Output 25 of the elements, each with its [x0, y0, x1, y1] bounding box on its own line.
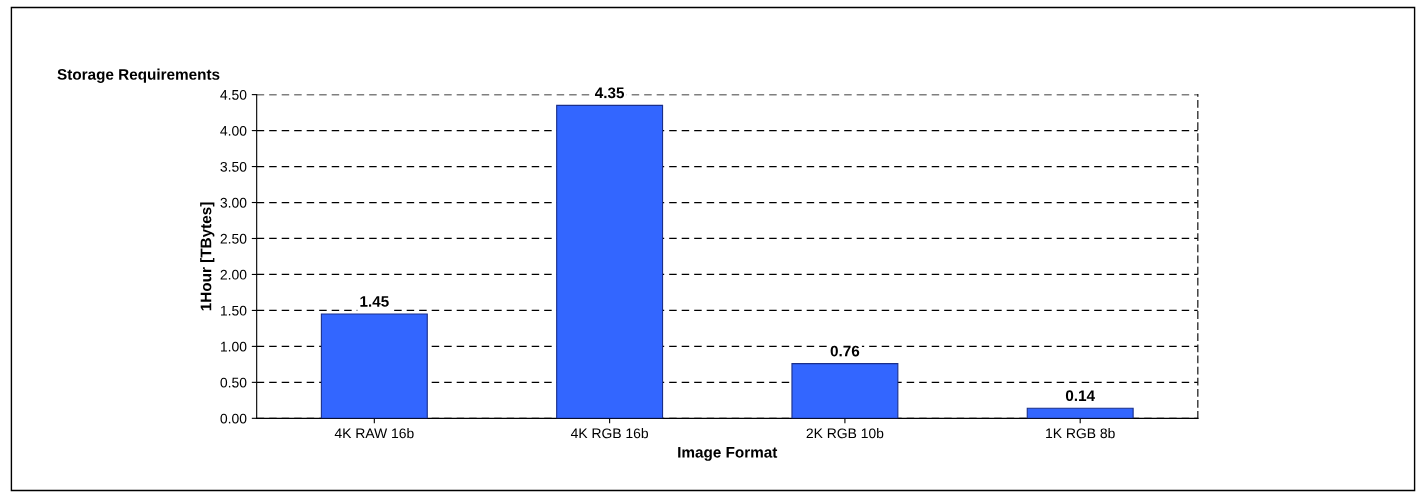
data-label: 1.45: [360, 296, 389, 307]
y-tick-label: 1.00: [220, 341, 247, 352]
y-tick-label: 1.50: [220, 305, 247, 316]
bar: [1026, 407, 1134, 419]
y-axis-title: 1Hour [TBytes]: [200, 202, 215, 311]
y-tick-label: 3.00: [220, 197, 247, 208]
x-tick-label: 2K RGB 10b: [806, 428, 884, 439]
bar: [791, 363, 899, 419]
data-label: 0.76: [830, 345, 860, 357]
x-tick-label: 4K RGB 16b: [570, 428, 649, 439]
bar: [556, 104, 664, 419]
chart-title: Storage Requirements: [57, 68, 220, 83]
y-tick-label: 2.50: [220, 233, 247, 244]
x-tick-label: 1K RGB 8b: [1046, 428, 1115, 439]
y-tick-label: 3.50: [220, 161, 247, 172]
y-tick-label: 2.00: [220, 269, 247, 280]
y-tick-label: 0.50: [220, 377, 247, 388]
y-tick-label: 4.50: [220, 89, 247, 100]
x-tick-label: 4K RAW 16b: [334, 428, 414, 439]
x-axis-title: Image Format: [678, 447, 778, 461]
y-tick-label: 4.00: [220, 125, 247, 136]
data-label: 4.35: [594, 87, 625, 99]
y-tick-label: 0.00: [220, 413, 247, 424]
bar: [320, 313, 428, 419]
data-label: 0.14: [1065, 390, 1095, 402]
